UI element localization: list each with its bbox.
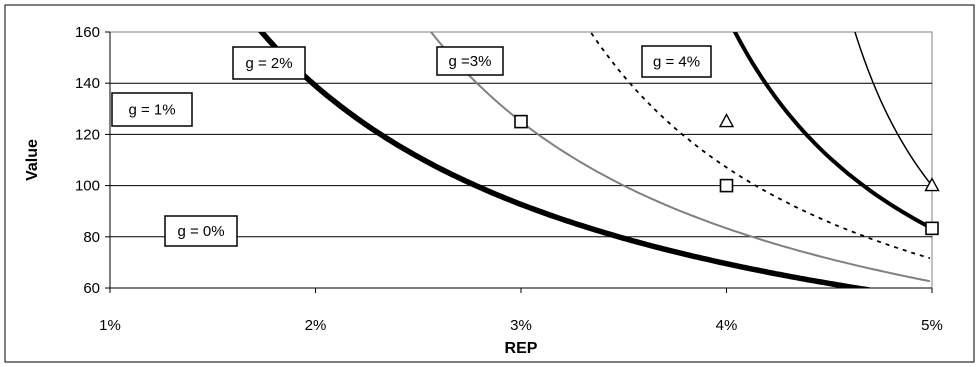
annotation-label: g = 0% bbox=[177, 223, 224, 240]
x-tick-label: 4% bbox=[716, 317, 738, 334]
annotation-box bbox=[232, 46, 306, 80]
x-tick-label: 2% bbox=[305, 317, 327, 334]
series-line bbox=[429, 32, 931, 283]
series-marker bbox=[924, 177, 940, 192]
marker-layer bbox=[514, 113, 940, 236]
y-axis-title: Value bbox=[24, 139, 41, 181]
series-line bbox=[257, 32, 875, 288]
annotation-box bbox=[111, 92, 193, 127]
annotation-label: g = 1% bbox=[128, 102, 175, 119]
series-layer bbox=[257, 32, 931, 288]
series-marker bbox=[514, 114, 528, 129]
y-tick-label: 140 bbox=[75, 75, 100, 92]
annotation-box bbox=[164, 215, 238, 247]
y-tick-label: 60 bbox=[83, 280, 100, 297]
y-tick-label: 80 bbox=[83, 229, 100, 246]
x-tick-label: 5% bbox=[921, 317, 943, 334]
series-marker bbox=[719, 178, 734, 193]
y-tick-label: 160 bbox=[75, 24, 100, 41]
x-tick-label: 3% bbox=[510, 317, 532, 334]
series-line bbox=[732, 32, 931, 230]
x-axis-title: REP bbox=[505, 340, 538, 357]
series-line bbox=[854, 32, 931, 184]
gridlines bbox=[110, 82, 932, 238]
annotation-label: g = 2% bbox=[245, 55, 292, 72]
annotation-box bbox=[436, 46, 504, 76]
y-tick-label: 120 bbox=[75, 126, 100, 143]
y-tick-label: 100 bbox=[75, 178, 100, 195]
series-marker bbox=[925, 221, 939, 236]
annotation-label: g = 4% bbox=[653, 54, 700, 71]
annotation-box bbox=[641, 45, 712, 78]
x-axis-ticks: 1% 2% 3% 4% 5% bbox=[99, 288, 943, 334]
x-tick-label: 1% bbox=[99, 317, 121, 334]
annotation-layer: g = 0% g = 1% g = 2% g =3% g = 4% bbox=[111, 45, 712, 247]
annotation-label: g =3% bbox=[449, 53, 492, 70]
series-marker bbox=[718, 113, 735, 128]
